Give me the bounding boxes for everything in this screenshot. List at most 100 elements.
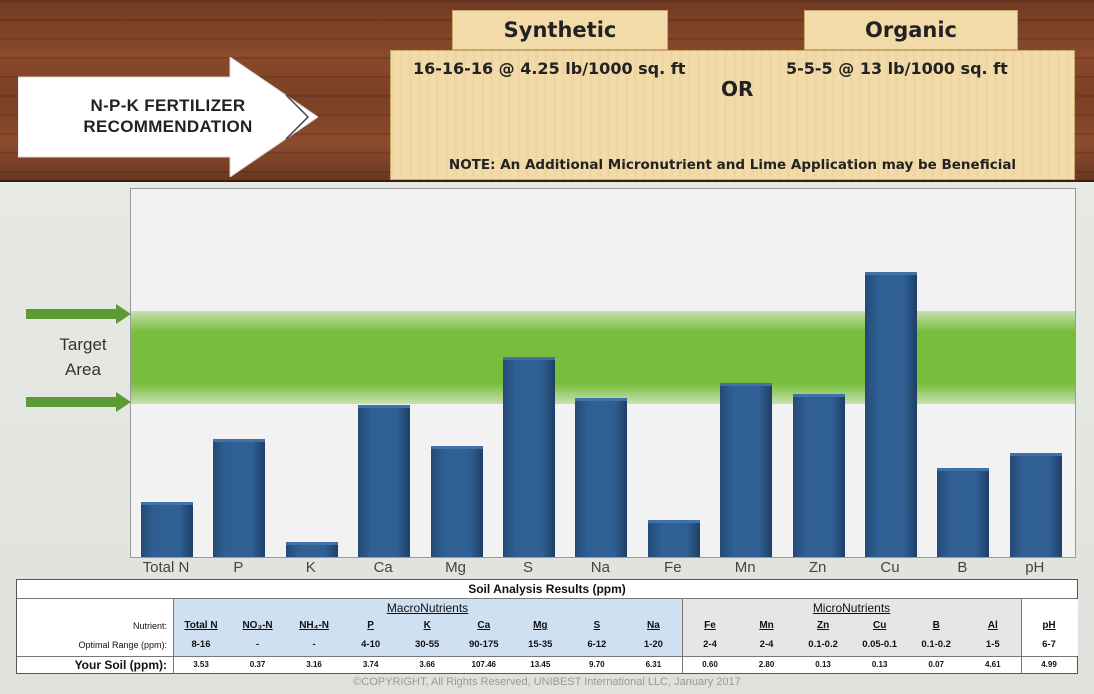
table-cell-range: 1-5 <box>985 639 1000 650</box>
table-cell-name: Mn <box>759 620 774 631</box>
table-cell-name: Zn <box>816 620 830 631</box>
target-band <box>131 311 1075 404</box>
row-label-range: Optimal Range (ppm): <box>78 640 167 650</box>
table-row-divider <box>17 656 1077 657</box>
table-cell-name: S <box>593 620 601 631</box>
table-cell-range: 0.1-0.2 <box>808 639 838 650</box>
target-label-line2: Area <box>65 360 101 379</box>
bar-fe <box>647 520 700 557</box>
table-divider <box>173 599 174 674</box>
bar-chart-plot <box>130 188 1076 558</box>
x-tick-label: Fe <box>664 559 682 576</box>
row-label-yours: Your Soil (ppm): <box>74 658 167 672</box>
table-cell-name: Mg <box>533 620 548 631</box>
x-tick-label: pH <box>1025 559 1045 576</box>
table-cell-range: - <box>312 639 316 650</box>
recommendation-header: N-P-K FERTILIZER RECOMMENDATION Syntheti… <box>0 0 1094 182</box>
synthetic-tab: Synthetic <box>452 10 668 50</box>
arrow-shape-icon <box>17 56 319 178</box>
table-cell-value: 4.99 <box>1041 660 1057 669</box>
table-cell-name: K <box>423 620 431 631</box>
table-cell-range: 2-4 <box>703 639 717 650</box>
table-cell-value: 3.74 <box>362 660 379 669</box>
table-cell-range: 0.1-0.2 <box>921 639 951 650</box>
soil-analysis-table: Soil Analysis Results (ppm) MacroNutrien… <box>16 579 1078 674</box>
table-cell-name: P <box>367 620 374 631</box>
x-tick-label: Na <box>590 559 610 576</box>
bar-ca <box>358 405 411 557</box>
table-cell-name: B <box>932 620 940 631</box>
x-tick-label: Zn <box>808 559 827 576</box>
table-cell-value: 2.80 <box>758 660 775 669</box>
organic-tab: Organic <box>804 10 1018 50</box>
bar-cu <box>865 272 917 557</box>
row-label-nutrient: Nutrient: <box>132 621 167 631</box>
table-cell-name: Al <box>987 620 998 631</box>
target-upper-arrow-icon <box>26 304 131 324</box>
table-cell-value: 3.53 <box>193 660 209 669</box>
recommendation-title-line2: RECOMMENDATION <box>83 117 253 136</box>
table-cell-name: pH <box>1042 620 1056 631</box>
recommendation-title-line1: N-P-K FERTILIZER <box>90 96 246 115</box>
macro-section <box>173 599 682 656</box>
table-cell-value: 4.61 <box>984 660 1001 669</box>
table-cell-value: 3.16 <box>306 660 322 669</box>
bar-k <box>285 542 338 557</box>
table-cell-name: NO₃-N <box>242 620 273 631</box>
recommendation-box: 16-16-16 @ 4.25 lb/1000 sq. ft OR 5-5-5 … <box>390 50 1075 180</box>
x-tick-label: B <box>957 559 968 576</box>
recommendation-note: NOTE: An Additional Micronutrient and Li… <box>448 157 1017 173</box>
x-tick-label: Mg <box>445 559 467 576</box>
target-label-line1: Target <box>59 335 107 354</box>
table-cell-name: Total N <box>184 620 218 631</box>
target-lower-arrow-icon <box>26 392 131 412</box>
table-cell-range: 0.05-0.1 <box>862 639 898 650</box>
table-cell-value: 0.13 <box>815 660 831 669</box>
table-cell-value: 13.45 <box>530 660 551 669</box>
table-cell-name: Na <box>646 620 660 631</box>
table-divider <box>682 599 683 674</box>
micro-label: MicroNutrients <box>812 601 891 615</box>
synthetic-rate: 16-16-16 @ 4.25 lb/1000 sq. ft <box>413 59 686 78</box>
table-cell-value: 0.37 <box>249 660 266 669</box>
ph-section <box>1021 599 1078 656</box>
table-cell-name: NH₄-N <box>299 620 329 631</box>
copyright: ©COPYRIGHT, All Rights Reserved, UNIBEST… <box>353 676 741 688</box>
table-cell-value: 0.13 <box>871 660 888 669</box>
table-cell-range: 4-10 <box>361 639 381 650</box>
table-cell-range: 2-4 <box>759 639 774 650</box>
table-cell-value: 0.60 <box>702 660 718 669</box>
x-tick-label: K <box>305 559 316 576</box>
table-title: Soil Analysis Results (ppm) <box>17 580 1077 599</box>
table-cell-range: - <box>255 639 260 650</box>
x-tick-label: Total N <box>142 559 190 576</box>
or-text: OR <box>721 77 754 101</box>
table-divider <box>1021 599 1022 674</box>
table-cell-name: Ca <box>477 620 491 631</box>
table-cell-name: Cu <box>872 620 887 631</box>
x-tick-label: S <box>522 559 533 576</box>
micro-section <box>682 599 1021 656</box>
bar-mn <box>720 383 773 557</box>
bar-p <box>213 438 266 557</box>
table-cell-range: 15-35 <box>528 639 553 650</box>
table-cell-range: 6-7 <box>1042 639 1056 650</box>
x-tick-label: Ca <box>373 559 393 576</box>
bar-b <box>937 468 990 557</box>
target-area-label: Target Area <box>28 332 138 382</box>
table-cell-value: 9.70 <box>589 660 605 669</box>
table-cell-range: 6-12 <box>587 639 607 650</box>
organic-rate: 5-5-5 @ 13 lb/1000 sq. ft <box>786 59 1008 78</box>
table-cell-value: 107.46 <box>471 660 496 669</box>
x-tick-label: Mn <box>734 559 756 576</box>
bar-s <box>503 357 555 557</box>
macro-label: MacroNutrients <box>386 601 469 615</box>
table-cell-range: 1-20 <box>643 639 663 650</box>
recommendation-title: N-P-K FERTILIZER RECOMMENDATION <box>58 95 278 137</box>
table-cell-value: 6.31 <box>645 660 662 669</box>
table-cell-range: 90-175 <box>468 639 499 650</box>
bar-total-n <box>141 501 193 557</box>
x-tick-label: Cu <box>880 559 900 576</box>
bar-ph <box>1009 453 1062 557</box>
table-cell-name: Fe <box>704 620 716 631</box>
